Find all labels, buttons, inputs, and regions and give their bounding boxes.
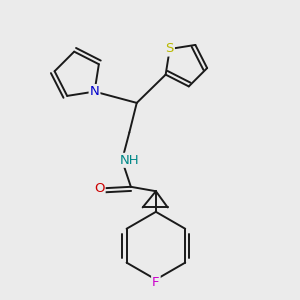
Text: F: F xyxy=(152,276,160,289)
Text: N: N xyxy=(90,85,99,98)
Text: NH: NH xyxy=(120,154,139,167)
Text: O: O xyxy=(94,182,105,195)
Text: S: S xyxy=(166,43,174,56)
